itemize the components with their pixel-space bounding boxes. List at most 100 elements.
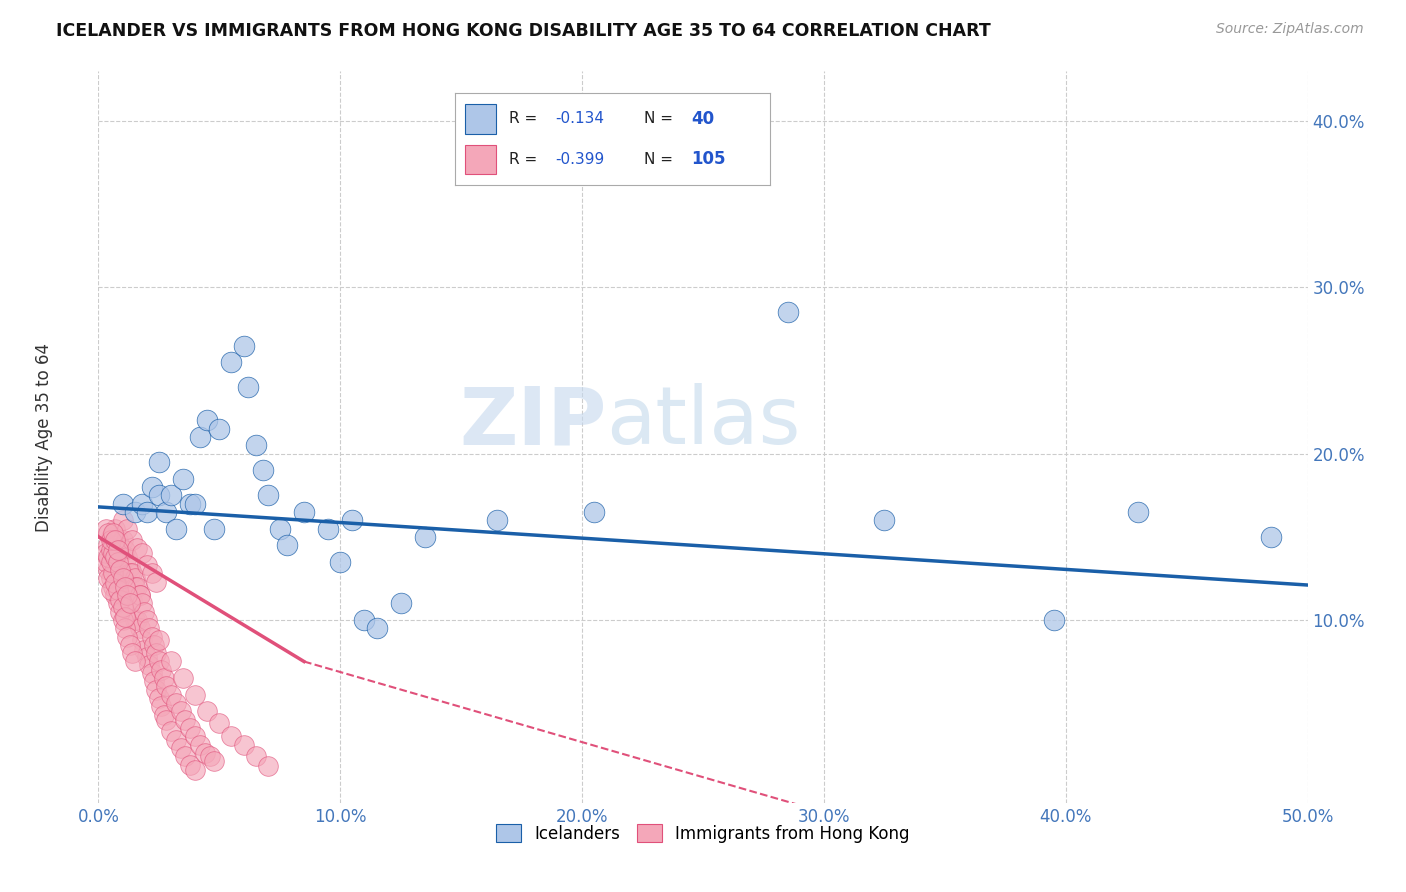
Point <box>232 738 254 752</box>
Point <box>152 671 174 685</box>
Point <box>184 688 207 702</box>
Legend: Icelanders, Immigrants from Hong Kong: Icelanders, Immigrants from Hong Kong <box>489 818 917 849</box>
Point <box>245 749 267 764</box>
Point <box>111 599 134 614</box>
Point <box>269 521 291 535</box>
Point <box>104 563 127 577</box>
Text: atlas: atlas <box>606 384 800 461</box>
Point <box>389 596 412 610</box>
Point <box>141 566 163 581</box>
Point <box>111 566 134 581</box>
Point <box>134 643 156 657</box>
Point <box>108 576 131 591</box>
Point <box>342 513 364 527</box>
Point <box>101 538 124 552</box>
Point <box>134 605 156 619</box>
Point <box>194 746 217 760</box>
Point <box>114 576 136 591</box>
Text: Source: ZipAtlas.com: Source: ZipAtlas.com <box>1216 22 1364 37</box>
Point <box>121 646 143 660</box>
Point <box>160 488 183 502</box>
Point <box>252 463 274 477</box>
Point <box>121 566 143 581</box>
Point <box>165 732 187 747</box>
Point <box>353 613 375 627</box>
Point <box>1128 505 1150 519</box>
Point <box>127 613 149 627</box>
Point <box>100 533 122 548</box>
Point <box>141 480 163 494</box>
Point <box>148 691 170 706</box>
Point <box>117 521 139 535</box>
Point <box>107 555 129 569</box>
Point <box>108 543 131 558</box>
Point <box>160 688 183 702</box>
Point <box>118 596 141 610</box>
Point <box>413 530 436 544</box>
Point <box>104 588 127 602</box>
Point <box>141 630 163 644</box>
Point <box>114 543 136 558</box>
Point <box>195 705 218 719</box>
Point <box>118 566 141 581</box>
Point <box>117 588 139 602</box>
Point <box>118 593 141 607</box>
Point <box>184 729 207 743</box>
Point <box>172 472 194 486</box>
Point <box>111 533 134 548</box>
Point <box>127 541 149 556</box>
Point <box>188 738 211 752</box>
Point <box>131 546 153 560</box>
Point <box>100 571 122 585</box>
Point <box>150 663 173 677</box>
Point <box>188 430 211 444</box>
Point <box>174 713 197 727</box>
Point <box>124 655 146 669</box>
Point <box>108 563 131 577</box>
Point <box>114 621 136 635</box>
Point <box>155 680 177 694</box>
Point <box>97 571 120 585</box>
Point <box>184 763 207 777</box>
Point <box>316 521 339 535</box>
Point <box>245 438 267 452</box>
Point <box>100 543 122 558</box>
Point <box>195 413 218 427</box>
Point <box>107 582 129 597</box>
Point <box>128 588 150 602</box>
Point <box>118 638 141 652</box>
Point <box>221 355 243 369</box>
Point <box>208 422 231 436</box>
Point <box>1042 613 1064 627</box>
Point <box>150 699 173 714</box>
Point <box>131 497 153 511</box>
Point <box>143 674 166 689</box>
Point <box>148 455 170 469</box>
Point <box>94 521 117 535</box>
Point <box>873 513 896 527</box>
Point <box>221 729 243 743</box>
Point <box>179 497 201 511</box>
Point <box>117 630 139 644</box>
Point <box>107 533 129 548</box>
Point <box>204 521 226 535</box>
Point <box>208 716 231 731</box>
Point <box>165 521 187 535</box>
Point <box>152 707 174 722</box>
Point <box>238 380 260 394</box>
Point <box>165 696 187 710</box>
Point <box>145 646 167 660</box>
Point <box>111 571 134 585</box>
Point <box>100 555 122 569</box>
Point <box>108 605 131 619</box>
Point <box>94 555 117 569</box>
Point <box>204 754 226 768</box>
Point <box>128 588 150 602</box>
Point <box>155 505 177 519</box>
Point <box>141 666 163 681</box>
Point <box>179 721 201 735</box>
Text: ZIP: ZIP <box>458 384 606 461</box>
Point <box>131 632 153 647</box>
Point <box>135 613 157 627</box>
Point <box>100 582 122 597</box>
